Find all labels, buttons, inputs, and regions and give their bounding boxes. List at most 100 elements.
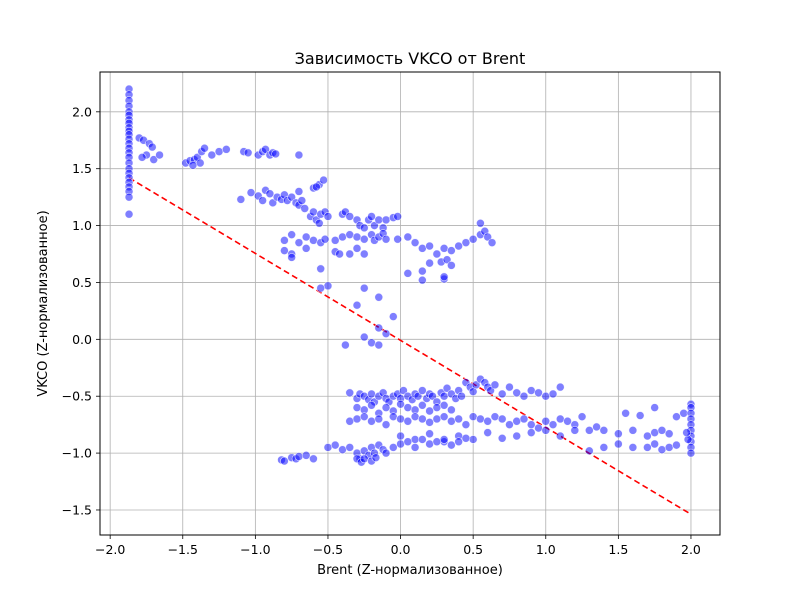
y-tick-label: 1.5 [72, 161, 92, 176]
data-point [388, 443, 398, 452]
data-point [359, 234, 369, 244]
data-point [345, 443, 355, 452]
data-point [200, 143, 209, 153]
data-point [487, 238, 497, 247]
data-point [359, 332, 369, 342]
data-point [628, 426, 638, 435]
data-point [149, 155, 159, 164]
data-point [442, 383, 452, 393]
data-point [341, 340, 350, 350]
data-point [682, 428, 691, 437]
data-point [381, 448, 391, 458]
data-point [447, 261, 456, 270]
data-point [294, 187, 304, 196]
data-point [258, 196, 267, 205]
chart-title: Зависимость VKCO от Brent [295, 49, 526, 68]
data-points [124, 84, 696, 467]
data-point [490, 380, 500, 390]
data-point [352, 232, 362, 242]
data-point [614, 429, 623, 439]
data-point [393, 234, 402, 244]
data-point [534, 423, 543, 433]
x-tick-label: 2.0 [681, 542, 701, 557]
data-point [309, 207, 318, 217]
data-point [468, 412, 478, 421]
data-point [483, 428, 492, 437]
data-point [512, 431, 522, 441]
data-point [486, 386, 495, 395]
data-point [519, 414, 529, 424]
data-point [461, 433, 471, 443]
data-point [418, 386, 427, 395]
data-point [345, 230, 355, 239]
data-point [497, 389, 507, 399]
data-point [563, 416, 572, 426]
data-point [483, 416, 492, 426]
data-point [287, 253, 296, 262]
data-point [359, 412, 369, 421]
data-point [512, 388, 522, 398]
data-point [447, 246, 456, 255]
data-point [393, 212, 402, 221]
data-point [330, 236, 340, 245]
data-point [309, 236, 318, 245]
y-axis-label: VKCO (Z-нормализованное) [36, 210, 51, 396]
data-point [268, 198, 278, 208]
data-point [657, 426, 667, 435]
data-point [650, 403, 659, 412]
data-point [614, 439, 623, 449]
data-point [271, 149, 280, 159]
data-point [301, 451, 311, 460]
data-point [643, 431, 652, 441]
data-point [454, 414, 463, 424]
data-point [312, 182, 321, 192]
data-point [439, 401, 449, 410]
data-point [432, 403, 442, 412]
data-point [439, 435, 449, 444]
data-point [323, 281, 333, 291]
x-tick-label: 1.5 [608, 542, 628, 557]
data-point [243, 148, 253, 158]
data-point [461, 420, 471, 429]
data-point [432, 414, 442, 424]
data-point [439, 391, 449, 401]
data-point [367, 338, 376, 348]
data-point [541, 391, 551, 401]
data-point [432, 249, 442, 259]
x-tick-label: −2.0 [95, 542, 125, 557]
data-point [388, 312, 398, 321]
x-tick-label: 0.0 [391, 542, 411, 557]
data-point [374, 215, 384, 225]
data-point [497, 414, 507, 424]
data-point [280, 236, 289, 245]
data-point [352, 300, 362, 310]
data-point [418, 414, 427, 424]
data-point [454, 241, 463, 251]
data-point [555, 382, 565, 392]
data-point [147, 142, 157, 152]
data-point [432, 437, 442, 447]
data-point [155, 150, 164, 160]
data-point [359, 454, 369, 464]
x-tick-label: −0.5 [313, 542, 343, 557]
x-axis-label: Brent (Z-нормализованное) [317, 563, 503, 578]
y-tick-label: −0.5 [62, 389, 92, 404]
x-tick-label: −1.5 [168, 542, 198, 557]
data-point [410, 412, 420, 421]
data-point [555, 414, 565, 424]
data-point [413, 391, 423, 401]
data-point [316, 264, 326, 274]
data-point [439, 244, 449, 253]
data-point [381, 215, 391, 225]
data-point [297, 196, 307, 205]
data-point [512, 416, 522, 426]
data-point [396, 439, 405, 449]
data-point [374, 292, 384, 302]
x-tick-label: 0.5 [463, 542, 483, 557]
data-point [428, 391, 437, 401]
data-point [367, 212, 376, 221]
y-tick-label: 1.0 [72, 218, 92, 233]
regression-line-group [128, 177, 690, 515]
data-point [280, 456, 289, 466]
data-point [425, 258, 434, 268]
